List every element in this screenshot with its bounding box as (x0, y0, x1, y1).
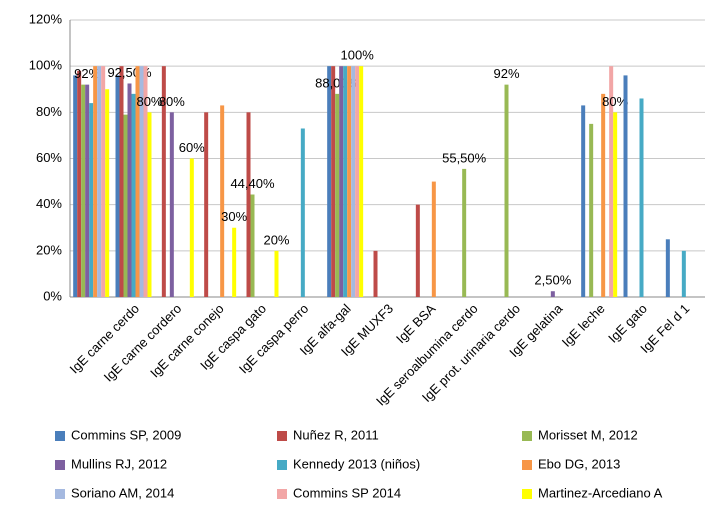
bar (101, 66, 106, 298)
bar (274, 250, 279, 297)
y-tick-label: 40% (36, 196, 62, 211)
legend-label: Soriano AM, 2014 (71, 485, 174, 500)
bar (123, 114, 128, 298)
bar (373, 250, 378, 297)
y-tick-label: 60% (36, 150, 62, 165)
bar (97, 66, 102, 298)
legend-label: Mullins RJ, 2012 (71, 456, 167, 471)
bar (351, 66, 356, 298)
bar (504, 84, 509, 297)
bar (639, 98, 644, 297)
bar (147, 112, 152, 297)
bar (355, 66, 360, 298)
legend-swatch (277, 489, 287, 499)
legend-swatch (522, 460, 532, 470)
data-label: 100% (341, 48, 375, 63)
bar (250, 194, 255, 297)
x-tick-label: IgE carne cordero (101, 301, 185, 385)
legend-swatch (55, 431, 65, 441)
legend-swatch (522, 489, 532, 499)
legend-label: Nuñez R, 2011 (293, 427, 379, 442)
data-label: 80% (602, 94, 628, 109)
data-label: 30% (221, 209, 247, 224)
bar (343, 66, 348, 298)
legend-label: Kennedy 2013 (niños) (293, 456, 420, 471)
legend-label: Ebo DG, 2013 (538, 456, 620, 471)
bar (81, 84, 86, 297)
bar (119, 66, 124, 298)
bar (93, 66, 98, 298)
legend-swatch (55, 460, 65, 470)
x-tick-label: IgE leche (559, 301, 608, 350)
legend-swatch (277, 460, 287, 470)
bar (623, 75, 628, 298)
data-label: 92% (493, 66, 519, 81)
y-tick-label: 120% (29, 11, 63, 26)
legend-label: Commins SP, 2009 (71, 427, 181, 442)
bar (127, 83, 132, 298)
y-tick-label: 100% (29, 58, 63, 73)
bar (232, 227, 237, 297)
x-tick-label: IgE carne conejo (147, 301, 227, 381)
bar (609, 66, 614, 298)
bar (169, 112, 174, 297)
legend-swatch (522, 431, 532, 441)
bar (665, 239, 670, 297)
bar (143, 66, 148, 298)
legend-label: Martinez-Arcediano A (538, 485, 663, 500)
bar (135, 66, 140, 298)
data-label: 44,40% (230, 176, 275, 191)
legend-swatch (55, 489, 65, 499)
data-label: 2,50% (534, 273, 571, 288)
bar (601, 93, 606, 297)
bar (77, 70, 82, 298)
bar (73, 75, 78, 298)
bar (331, 66, 336, 298)
bar (613, 112, 618, 297)
bar (139, 66, 144, 298)
bar (89, 103, 94, 297)
legend-label: Morisset M, 2012 (538, 427, 638, 442)
bar (189, 158, 194, 297)
data-label: 60% (179, 140, 205, 155)
legend-swatch (277, 431, 287, 441)
bar (335, 93, 340, 297)
y-tick-label: 20% (36, 242, 62, 257)
bar (431, 181, 436, 297)
bar (161, 66, 166, 298)
legend-label: Commins SP 2014 (293, 485, 401, 500)
bar (359, 66, 364, 298)
bar (327, 66, 332, 298)
bar (85, 84, 90, 297)
data-label: 80% (136, 94, 162, 109)
bar (681, 250, 686, 297)
bar (415, 204, 420, 297)
bar (339, 66, 344, 298)
bar (246, 112, 251, 297)
data-label: 80% (159, 94, 185, 109)
bar (220, 105, 225, 298)
y-tick-label: 80% (36, 104, 62, 119)
bar (300, 128, 305, 297)
data-label: 20% (263, 232, 289, 247)
bar (581, 105, 586, 298)
bar (131, 93, 136, 297)
bar (550, 291, 555, 297)
bar (589, 123, 594, 297)
bar (115, 75, 120, 298)
y-tick-label: 0% (43, 288, 62, 303)
bar (347, 66, 352, 298)
bar (105, 89, 110, 297)
bar (204, 112, 209, 297)
bar (462, 168, 467, 297)
data-label: 55,50% (442, 150, 487, 165)
